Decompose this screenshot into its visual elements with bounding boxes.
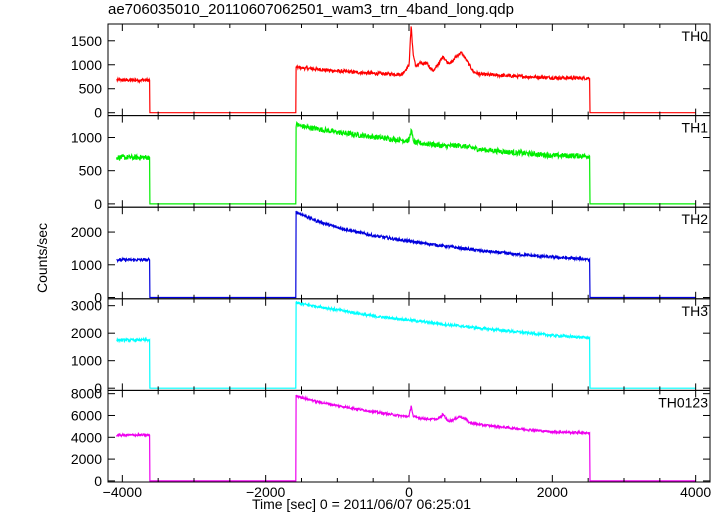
y-axis-label: Counts/sec	[34, 222, 50, 294]
panel-th0: 0 500 1000 1500 TH0	[71, 23, 711, 121]
panel-label: TH2	[682, 211, 709, 227]
series-th1	[116, 120, 696, 205]
y-tick-label: 1000	[71, 130, 102, 146]
panel-label: TH1	[682, 120, 709, 136]
panel-th3: 0 1000 2000 3000 TH3	[71, 298, 711, 396]
panel-frame	[107, 389, 711, 483]
panel-frame	[107, 115, 711, 208]
panel-th0123: 0 2000 4000 6000 8000 TH0123	[71, 386, 711, 489]
chart-title: ae706035010_20110607062501_wam3_trn_4ban…	[108, 1, 514, 18]
y-tick-label: 8000	[71, 386, 102, 402]
x-tick-label: 0	[405, 484, 413, 500]
panel-frame	[107, 298, 711, 391]
y-tick-label: 2000	[71, 451, 102, 467]
x-tick-label: −4000	[103, 484, 143, 500]
y-tick-label: 0	[94, 105, 102, 121]
x-axis-label: Time [sec] 0 = 2011/06/07 06:25:01	[251, 496, 472, 512]
y-tick-label: 0	[94, 380, 102, 396]
panel-frame	[107, 23, 711, 117]
y-tick-label: 2000	[71, 325, 102, 341]
y-tick-label: 3000	[71, 298, 102, 314]
panel-label: TH0	[682, 28, 709, 44]
panel-label: TH3	[682, 303, 709, 319]
y-tick-label: 2000	[71, 224, 102, 240]
panel-frame	[107, 206, 711, 300]
series-th2	[116, 210, 696, 299]
y-tick-label: 0	[94, 289, 102, 305]
panel-th2: 0 1000 2000 TH2	[71, 206, 711, 305]
series-th0123	[116, 394, 696, 482]
y-tick-label: 0	[94, 196, 102, 212]
y-tick-label: 4000	[71, 429, 102, 445]
y-tick-label: 0	[94, 473, 102, 489]
y-tick-label: 6000	[71, 407, 102, 423]
panel-label: TH0123	[658, 394, 708, 410]
x-tick-label: −2000	[246, 484, 286, 500]
series-th3	[116, 300, 696, 389]
y-tick-label: 1000	[71, 257, 102, 273]
panel-th1: 0 500 1000 TH1	[71, 115, 711, 212]
y-tick-label: 500	[79, 81, 103, 97]
y-tick-label: 1000	[71, 353, 102, 369]
x-tick-label: 4000	[680, 484, 711, 500]
y-tick-label: 1500	[71, 33, 102, 49]
x-tick-label: 2000	[537, 484, 568, 500]
series-th0	[116, 26, 696, 114]
y-tick-label: 500	[79, 163, 103, 179]
y-tick-label: 1000	[71, 57, 102, 73]
